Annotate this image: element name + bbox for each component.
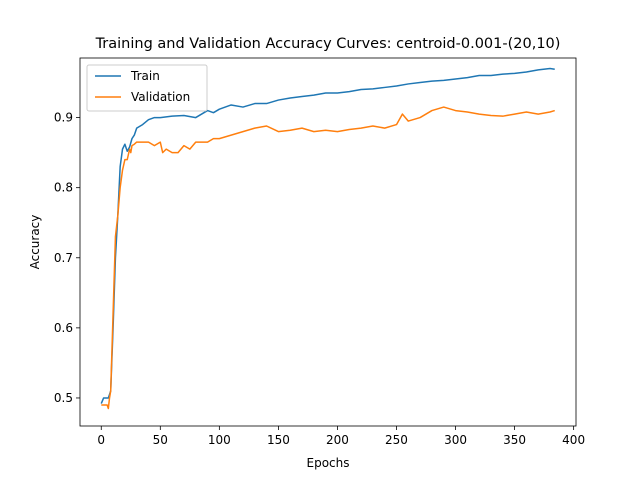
- x-tick-label: 350: [503, 433, 526, 447]
- series-line-train: [100, 67, 555, 404]
- x-tick-label: 250: [385, 433, 408, 447]
- y-axis-label: Accuracy: [28, 215, 42, 270]
- series-line-validation: [101, 106, 555, 410]
- y-tick-label: 0.6: [54, 321, 73, 335]
- x-tick-label: 100: [208, 433, 231, 447]
- legend: Train Validation: [86, 64, 208, 112]
- x-tick-label: 50: [153, 433, 168, 447]
- x-tick-label: 400: [562, 433, 585, 447]
- axes-frame: [79, 57, 577, 427]
- series-layer: [100, 67, 555, 410]
- x-tick-label: 150: [267, 433, 290, 447]
- y-axis: 0.5 0.6 0.7 0.8 0.9: [54, 111, 80, 405]
- x-tick-label: 200: [326, 433, 349, 447]
- x-tick-label: 0: [97, 433, 105, 447]
- y-tick-label: 0.7: [54, 251, 73, 265]
- plot-area: [80, 58, 576, 426]
- legend-label-validation: Validation: [131, 90, 190, 104]
- y-tick-label: 0.5: [54, 391, 73, 405]
- x-tick-label: 300: [444, 433, 467, 447]
- chart-title: Training and Validation Accuracy Curves:…: [95, 36, 561, 52]
- x-axis: 0 50 100 150 200 250 300 350 400: [97, 426, 585, 447]
- legend-label-train: Train: [130, 69, 160, 83]
- y-tick-label: 0.9: [54, 111, 73, 125]
- y-tick-label: 0.8: [54, 181, 73, 195]
- x-axis-label: Epochs: [307, 456, 350, 470]
